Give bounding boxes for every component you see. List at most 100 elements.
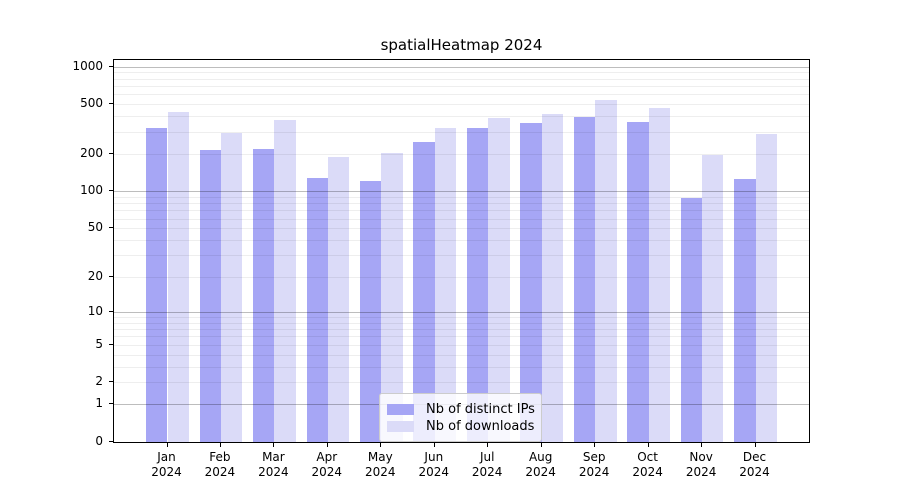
- gridline-8: [114, 322, 809, 324]
- x-tick-label-may: May 2024: [365, 450, 396, 479]
- gridline-50: [114, 228, 809, 230]
- legend-label-downloads: Nb of downloads: [426, 418, 535, 434]
- y-tick-label-0: 0: [95, 434, 103, 448]
- gridline-1000: [114, 66, 809, 68]
- y-tick-mark-100: [109, 190, 113, 192]
- x-tick-label-sep: Sep 2024: [578, 450, 610, 479]
- gridline-200: [114, 153, 809, 155]
- gridline-80: [114, 203, 809, 205]
- gridline-3: [114, 366, 809, 368]
- y-tick-mark-50: [109, 227, 113, 229]
- bar-dec-downloads: [755, 134, 777, 442]
- x-tick-mark-jun: [433, 443, 435, 447]
- x-tick-label-jul: Jul 2024: [471, 450, 503, 479]
- x-tick-label-jan: Jan 2024: [151, 450, 182, 479]
- x-tick-label-nov: Nov 2024: [685, 450, 717, 479]
- bar-sep-downloads: [595, 100, 617, 442]
- bar-oct-downloads: [648, 107, 670, 442]
- gridline-300: [114, 131, 809, 133]
- bar-may-downloads: [381, 152, 403, 442]
- x-tick-label-jun: Jun 2024: [418, 450, 450, 479]
- gridline-70: [114, 210, 809, 212]
- bar-mar-downloads: [274, 119, 296, 442]
- gridline-6: [114, 336, 809, 338]
- y-tick-mark-1000: [109, 65, 113, 67]
- x-tick-mark-mar: [273, 443, 275, 447]
- bar-jul-downloads: [488, 117, 510, 442]
- gridline-500: [114, 104, 809, 106]
- y-tick-mark-20: [109, 275, 113, 277]
- y-tick-label-50: 50: [87, 220, 103, 235]
- legend-swatch-downloads-icon: [387, 420, 414, 432]
- y-tick-label-500: 500: [80, 96, 103, 111]
- gridline-400: [114, 116, 809, 118]
- y-tick-mark-2: [109, 381, 113, 383]
- legend-label-distinct-ips: Nb of distinct IPs: [426, 401, 535, 417]
- gridline-30: [114, 255, 809, 257]
- x-tick-label-aug: Aug 2024: [525, 450, 556, 479]
- legend-row-distinct-ips: Nb of distinct IPs: [387, 401, 535, 417]
- bar-aug-downloads: [541, 114, 564, 442]
- bar-sep-distinct-ips: [573, 117, 596, 442]
- y-tick-mark-0: [109, 441, 113, 442]
- y-tick-label-20: 20: [87, 268, 103, 283]
- gridline-5: [114, 344, 809, 346]
- legend-row-downloads: Nb of downloads: [387, 418, 535, 434]
- x-tick-mark-dec: [754, 443, 756, 447]
- legend-swatch-distinct-ips-icon: [387, 403, 414, 415]
- gridline-20: [114, 276, 809, 278]
- x-tick-label-feb: Feb 2024: [204, 450, 236, 479]
- y-tick-label-1000: 1000: [72, 58, 103, 73]
- bar-apr-distinct-ips: [306, 178, 328, 442]
- gridline-10: [114, 311, 809, 313]
- bar-jan-distinct-ips: [146, 128, 168, 442]
- y-tick-label-200: 200: [80, 145, 103, 160]
- bar-oct-distinct-ips: [627, 122, 649, 442]
- y-tick-mark-10: [109, 310, 113, 312]
- y-tick-mark-5: [109, 343, 113, 345]
- gridline-700: [114, 86, 809, 87]
- gridline-800: [114, 78, 809, 80]
- y-tick-label-5: 5: [95, 336, 103, 351]
- chart-title: spatialHeatmap 2024: [380, 36, 543, 54]
- x-tick-label-apr: Apr 2024: [311, 450, 343, 479]
- gridline-100: [114, 191, 809, 193]
- gridline-60: [114, 218, 809, 220]
- bar-jun-downloads: [434, 128, 457, 442]
- x-tick-label-dec: Dec 2024: [739, 450, 770, 479]
- bar-jun-distinct-ips: [413, 141, 435, 442]
- bar-aug-distinct-ips: [520, 123, 542, 442]
- x-tick-mark-nov: [701, 443, 703, 447]
- bar-dec-distinct-ips: [734, 179, 756, 442]
- bar-nov-downloads: [702, 155, 724, 442]
- legend: Nb of distinct IPs Nb of downloads: [379, 393, 542, 442]
- y-tick-label-2: 2: [95, 374, 103, 389]
- gridline-90: [114, 196, 809, 198]
- x-tick-label-oct: Oct 2024: [632, 450, 663, 479]
- bar-apr-downloads: [327, 157, 350, 442]
- bar-feb-downloads: [220, 133, 243, 442]
- gridline-40: [114, 240, 809, 242]
- y-tick-label-10: 10: [87, 303, 103, 318]
- x-tick-mark-jul: [487, 443, 489, 447]
- x-tick-mark-sep: [594, 443, 596, 447]
- x-tick-mark-feb: [219, 443, 221, 447]
- x-tick-mark-oct: [647, 443, 649, 447]
- bar-feb-distinct-ips: [199, 150, 221, 442]
- gridline-9: [114, 316, 809, 318]
- gridline-2: [114, 382, 809, 384]
- y-tick-mark-200: [109, 152, 113, 154]
- x-tick-label-mar: Mar 2024: [258, 450, 289, 479]
- y-tick-mark-1: [109, 403, 113, 405]
- bar-may-distinct-ips: [359, 180, 382, 442]
- plot-area: Nb of distinct IPs Nb of downloads: [113, 59, 810, 443]
- y-tick-label-1: 1: [95, 396, 103, 411]
- gridline-4: [114, 354, 809, 356]
- bar-jul-distinct-ips: [466, 128, 489, 442]
- gridline-900: [114, 72, 809, 74]
- bar-jan-downloads: [167, 112, 189, 442]
- bar-mar-distinct-ips: [253, 148, 275, 442]
- y-tick-mark-500: [109, 103, 113, 105]
- bar-nov-distinct-ips: [680, 198, 703, 442]
